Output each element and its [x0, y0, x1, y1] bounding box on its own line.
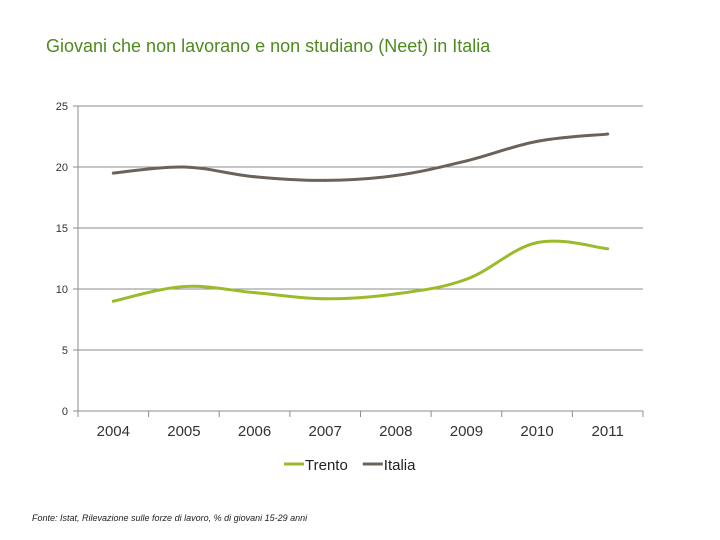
data-point-italia-2005 [182, 165, 186, 169]
legend: Trento Italia [284, 457, 416, 474]
x-tick-labels: 2004 2005 2006 2007 2008 2009 2010 2011 [97, 423, 624, 440]
chart-title: Giovani che non lavorano e non studiano … [46, 36, 491, 56]
series-line-trento [113, 239, 608, 303]
x-tick-label: 2009 [450, 423, 483, 440]
axes [73, 105, 644, 417]
data-point-italia-2011 [606, 132, 610, 136]
legend-label-italia: Italia [384, 457, 416, 474]
x-tick-label: 2006 [238, 423, 271, 440]
y-tick-label: 25 [56, 101, 68, 113]
data-point-trento-2007 [323, 297, 327, 301]
data-point-trento-2005 [182, 285, 186, 289]
data-point-trento-2006 [253, 291, 257, 295]
x-tick-label: 2010 [520, 423, 553, 440]
data-point-italia-2006 [253, 175, 257, 179]
gridlines [78, 105, 643, 351]
data-point-trento-2010 [535, 241, 539, 245]
x-tick-label: 2011 [592, 423, 624, 440]
legend-label-trento: Trento [305, 457, 348, 474]
x-tick-label: 2005 [167, 423, 200, 440]
data-point-italia-2009 [464, 159, 468, 163]
y-tick-label: 10 [56, 284, 68, 296]
x-tick-label: 2004 [97, 423, 130, 440]
data-point-italia-2007 [323, 178, 327, 182]
x-tick-label: 2008 [379, 423, 412, 440]
series-lines [111, 132, 610, 303]
y-tick-labels: 0 5 10 15 20 25 [56, 101, 68, 418]
data-point-trento-2009 [464, 277, 468, 281]
y-tick-label: 20 [56, 162, 68, 174]
data-point-italia-2010 [535, 139, 539, 143]
data-point-italia-2008 [394, 174, 398, 178]
source-note: Fonte: Istat, Rilevazione sulle forze di… [32, 513, 308, 523]
data-point-trento-2008 [394, 292, 398, 296]
x-tick-label: 2007 [309, 423, 342, 440]
series-line-italia [113, 132, 608, 182]
data-point-trento-2004 [111, 299, 115, 303]
y-tick-label: 5 [62, 345, 68, 357]
y-tick-label: 0 [62, 406, 68, 418]
y-tick-label: 15 [56, 223, 68, 235]
data-point-trento-2011 [606, 247, 610, 251]
data-point-italia-2004 [111, 171, 115, 175]
